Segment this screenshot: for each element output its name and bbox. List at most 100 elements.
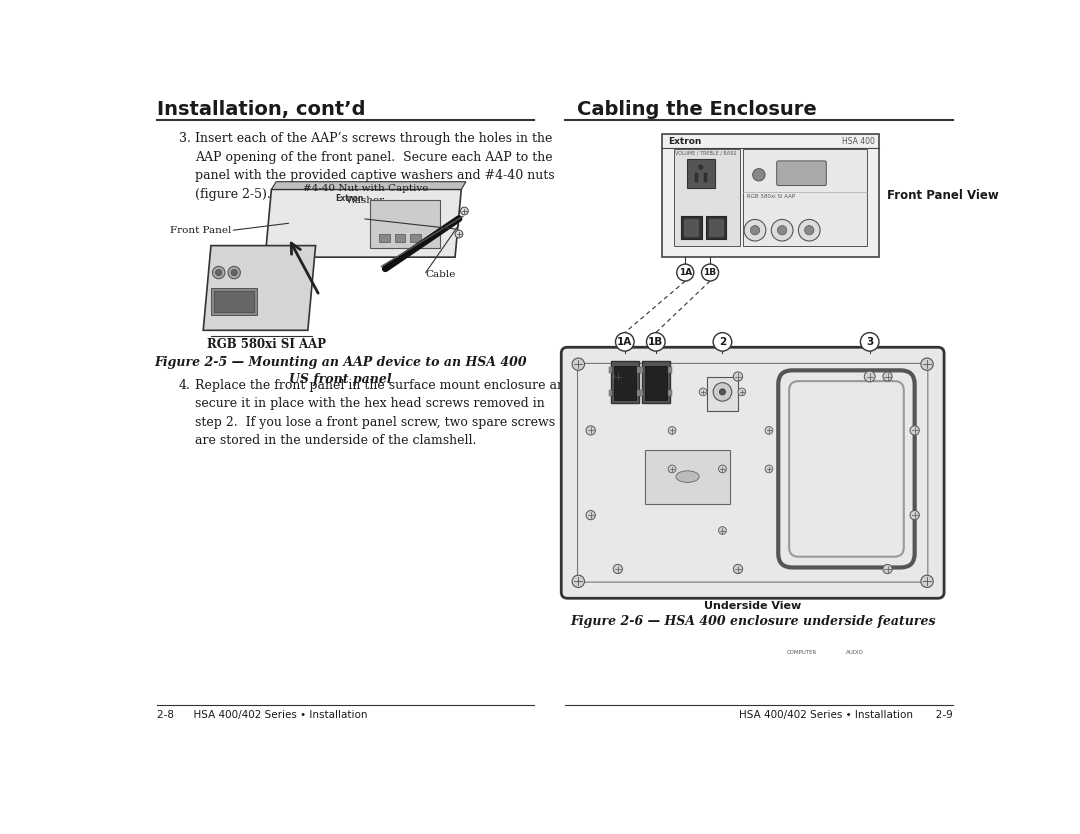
Bar <box>743 149 867 245</box>
Circle shape <box>455 230 463 238</box>
Circle shape <box>572 575 584 587</box>
Text: 3.: 3. <box>179 133 191 145</box>
Bar <box>684 219 699 237</box>
Bar <box>608 366 612 373</box>
Polygon shape <box>203 245 315 330</box>
Bar <box>639 366 644 373</box>
Circle shape <box>647 333 665 351</box>
Circle shape <box>805 225 814 235</box>
FancyBboxPatch shape <box>777 161 826 185</box>
Circle shape <box>921 358 933 370</box>
Circle shape <box>798 219 820 241</box>
Circle shape <box>702 264 718 281</box>
Text: 1A: 1A <box>617 337 633 347</box>
Circle shape <box>677 264 693 281</box>
Text: 4.: 4. <box>179 379 191 392</box>
Bar <box>410 234 421 242</box>
Circle shape <box>921 575 933 587</box>
Circle shape <box>699 388 707 396</box>
Bar <box>687 158 715 188</box>
Text: Underside View: Underside View <box>704 601 801 611</box>
Circle shape <box>718 465 727 473</box>
Bar <box>708 219 724 237</box>
Text: Front Panel View: Front Panel View <box>887 189 999 202</box>
Circle shape <box>586 510 595 520</box>
Circle shape <box>616 333 634 351</box>
Circle shape <box>216 269 221 276</box>
Text: 2: 2 <box>719 337 726 347</box>
Circle shape <box>719 389 726 395</box>
Circle shape <box>733 372 743 381</box>
Text: HSA 400/402 Series • Installation       2-9: HSA 400/402 Series • Installation 2-9 <box>739 710 953 720</box>
Text: COMPUTER: COMPUTER <box>786 650 816 655</box>
Circle shape <box>713 333 732 351</box>
Text: Installation, cont’d: Installation, cont’d <box>157 99 365 118</box>
Bar <box>211 288 257 315</box>
Circle shape <box>910 426 919 435</box>
Bar <box>694 173 698 183</box>
Bar <box>613 366 636 400</box>
FancyBboxPatch shape <box>662 134 879 257</box>
Bar <box>637 366 642 373</box>
Circle shape <box>864 371 875 382</box>
Text: 1B: 1B <box>703 268 717 277</box>
Circle shape <box>699 165 703 169</box>
Text: Cable: Cable <box>426 270 456 279</box>
Circle shape <box>713 383 732 401</box>
Circle shape <box>882 372 892 381</box>
Circle shape <box>228 266 241 279</box>
Circle shape <box>613 372 622 381</box>
Text: HSA 400: HSA 400 <box>842 137 875 146</box>
Bar <box>214 291 255 312</box>
Circle shape <box>231 269 238 276</box>
Circle shape <box>765 465 773 473</box>
Circle shape <box>460 207 469 215</box>
Circle shape <box>733 565 743 574</box>
Circle shape <box>910 510 919 520</box>
Circle shape <box>213 266 225 279</box>
Text: 1A: 1A <box>678 268 692 277</box>
Circle shape <box>572 358 584 370</box>
Polygon shape <box>271 182 465 189</box>
Ellipse shape <box>676 471 699 482</box>
Text: Extron: Extron <box>335 194 363 203</box>
Text: Figure 2-5 — Mounting an AAP device to an HSA 400
US front panel: Figure 2-5 — Mounting an AAP device to a… <box>154 356 527 385</box>
Bar <box>369 200 440 248</box>
Text: RGB 580xi SI AAP: RGB 580xi SI AAP <box>747 194 795 199</box>
Text: Insert each of the AAP’s screws through the holes in the
AAP opening of the fron: Insert each of the AAP’s screws through … <box>195 133 555 201</box>
Bar <box>681 216 702 239</box>
Text: Replace the front panel in the surface mount enclosure and
secure it in place wi: Replace the front panel in the surface m… <box>195 379 573 447</box>
Bar <box>706 216 727 239</box>
Bar <box>645 450 730 504</box>
Circle shape <box>586 426 595 435</box>
Text: Front Panel: Front Panel <box>171 226 232 234</box>
Circle shape <box>613 565 622 574</box>
Bar <box>642 361 670 404</box>
Text: Cabling the Enclosure: Cabling the Enclosure <box>577 99 816 118</box>
Circle shape <box>882 565 892 574</box>
Circle shape <box>744 219 766 241</box>
Text: Figure 2-6 — HSA 400 enclosure underside features: Figure 2-6 — HSA 400 enclosure underside… <box>570 615 935 628</box>
Text: RGB 580xi SI AAP: RGB 580xi SI AAP <box>207 338 326 351</box>
Text: VOLUME / TREBLE / BASS: VOLUME / TREBLE / BASS <box>675 151 737 156</box>
Circle shape <box>738 388 745 396</box>
Text: #4-40 Nut with Captive
Washer: #4-40 Nut with Captive Washer <box>303 184 429 205</box>
Text: AUDIO: AUDIO <box>846 650 864 655</box>
Bar <box>394 234 405 242</box>
Text: 1B: 1B <box>648 337 663 347</box>
Bar <box>669 366 672 373</box>
Circle shape <box>753 168 765 181</box>
Circle shape <box>669 426 676 435</box>
Bar <box>704 173 707 183</box>
Bar <box>669 389 672 396</box>
FancyBboxPatch shape <box>562 347 944 598</box>
Bar <box>645 366 666 400</box>
Text: 2-8      HSA 400/402 Series • Installation: 2-8 HSA 400/402 Series • Installation <box>157 710 367 720</box>
Circle shape <box>669 465 676 473</box>
Bar <box>608 389 612 396</box>
Circle shape <box>751 225 759 235</box>
Circle shape <box>861 333 879 351</box>
Bar <box>611 361 638 404</box>
Bar <box>674 149 740 245</box>
Polygon shape <box>266 189 461 257</box>
